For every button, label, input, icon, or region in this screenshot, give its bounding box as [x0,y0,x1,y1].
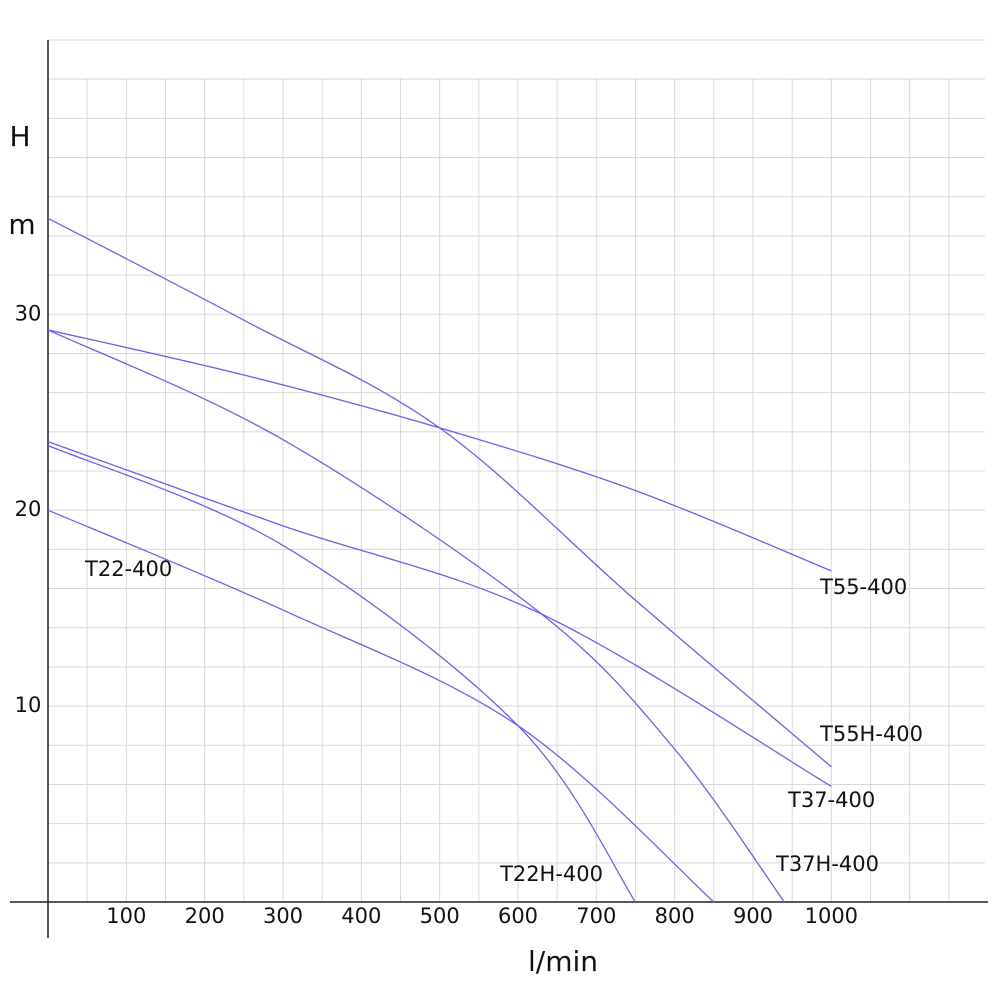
curve-label: T22-400 [84,557,172,581]
x-tick-label: 400 [341,904,381,928]
curve-label: T37-400 [787,788,875,812]
curve [47,441,832,787]
x-tick-label: 900 [733,904,773,928]
x-tick-label: 200 [185,904,225,928]
y-tick-label: 10 [15,693,42,717]
y-axis-label: H [9,120,30,153]
x-axis-label: l/min [528,945,598,978]
curve-label: T22H-400 [499,862,603,886]
x-tick-label: 700 [576,904,616,928]
y-axis-unit: m [8,208,35,241]
x-tick-label: 800 [655,904,695,928]
y-tick-label: 20 [15,497,42,521]
curve [47,329,832,572]
x-tick-label: 1000 [805,904,858,928]
curve [47,509,715,903]
x-tick-label: 100 [106,904,146,928]
curve [47,444,637,903]
curve-label: T37H-400 [775,852,879,876]
curve [47,329,785,903]
x-tick-label: 500 [420,904,460,928]
x-tick-label: 300 [263,904,303,928]
curve [47,217,832,768]
curve-label: T55H-400 [819,722,923,746]
curve-label: T55-400 [819,575,907,599]
y-tick-label: 30 [15,301,42,325]
x-tick-label: 600 [498,904,538,928]
